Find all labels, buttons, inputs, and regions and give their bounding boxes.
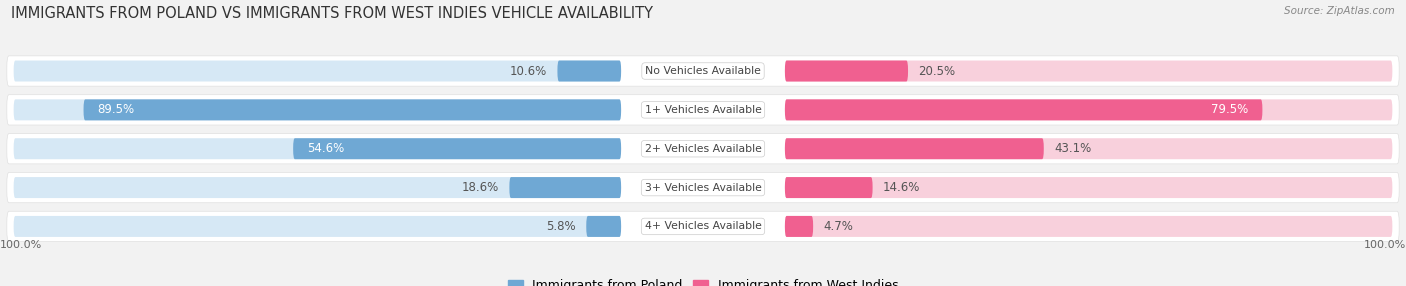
Text: 54.6%: 54.6% [307, 142, 344, 155]
Text: 100.0%: 100.0% [0, 240, 42, 250]
Text: 5.8%: 5.8% [547, 220, 576, 233]
FancyBboxPatch shape [14, 138, 621, 159]
Text: 43.1%: 43.1% [1054, 142, 1091, 155]
FancyBboxPatch shape [14, 61, 621, 82]
Text: 14.6%: 14.6% [883, 181, 920, 194]
FancyBboxPatch shape [509, 177, 621, 198]
FancyBboxPatch shape [785, 138, 1392, 159]
Text: 79.5%: 79.5% [1212, 103, 1249, 116]
FancyBboxPatch shape [7, 56, 1399, 86]
FancyBboxPatch shape [14, 177, 621, 198]
FancyBboxPatch shape [785, 61, 908, 82]
Text: 2+ Vehicles Available: 2+ Vehicles Available [644, 144, 762, 154]
Text: 1+ Vehicles Available: 1+ Vehicles Available [644, 105, 762, 115]
Text: 20.5%: 20.5% [918, 65, 956, 78]
FancyBboxPatch shape [7, 211, 1399, 242]
FancyBboxPatch shape [785, 61, 1392, 82]
Text: Source: ZipAtlas.com: Source: ZipAtlas.com [1284, 6, 1395, 16]
Text: 4+ Vehicles Available: 4+ Vehicles Available [644, 221, 762, 231]
Text: IMMIGRANTS FROM POLAND VS IMMIGRANTS FROM WEST INDIES VEHICLE AVAILABILITY: IMMIGRANTS FROM POLAND VS IMMIGRANTS FRO… [11, 6, 654, 21]
FancyBboxPatch shape [14, 216, 621, 237]
FancyBboxPatch shape [785, 138, 1043, 159]
FancyBboxPatch shape [785, 99, 1392, 120]
FancyBboxPatch shape [785, 216, 1392, 237]
Text: 18.6%: 18.6% [463, 181, 499, 194]
Text: 100.0%: 100.0% [1364, 240, 1406, 250]
FancyBboxPatch shape [785, 216, 813, 237]
FancyBboxPatch shape [557, 61, 621, 82]
Text: No Vehicles Available: No Vehicles Available [645, 66, 761, 76]
Legend: Immigrants from Poland, Immigrants from West Indies: Immigrants from Poland, Immigrants from … [502, 274, 904, 286]
Text: 89.5%: 89.5% [97, 103, 135, 116]
FancyBboxPatch shape [7, 172, 1399, 203]
Text: 4.7%: 4.7% [824, 220, 853, 233]
Text: 3+ Vehicles Available: 3+ Vehicles Available [644, 182, 762, 192]
FancyBboxPatch shape [586, 216, 621, 237]
FancyBboxPatch shape [785, 99, 1263, 120]
Text: 10.6%: 10.6% [510, 65, 547, 78]
FancyBboxPatch shape [14, 99, 621, 120]
FancyBboxPatch shape [785, 177, 1392, 198]
FancyBboxPatch shape [7, 95, 1399, 125]
FancyBboxPatch shape [7, 134, 1399, 164]
FancyBboxPatch shape [785, 177, 873, 198]
FancyBboxPatch shape [294, 138, 621, 159]
FancyBboxPatch shape [83, 99, 621, 120]
